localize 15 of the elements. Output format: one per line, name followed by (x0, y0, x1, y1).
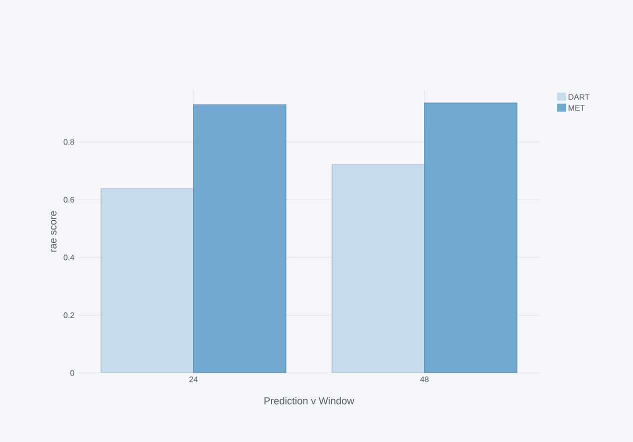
bar (332, 164, 425, 373)
y-tick-label: 0 (70, 370, 74, 376)
y-tick-label: 0.2 (64, 312, 74, 318)
y-axis-title: rae score (51, 211, 56, 252)
x-tick-label: 48 (420, 376, 429, 382)
x-axis-title: Prediction v Window (264, 397, 354, 404)
y-tick-label: 0.4 (64, 254, 74, 260)
bar (424, 102, 518, 373)
bar (100, 188, 194, 373)
bar (193, 104, 286, 373)
legend-label: DART (568, 94, 590, 100)
y-tick-label: 0.6 (64, 196, 74, 203)
x-tick-label: 24 (189, 376, 198, 382)
legend-label: MET (568, 105, 585, 111)
y-tick-label: 0.8 (64, 139, 74, 145)
